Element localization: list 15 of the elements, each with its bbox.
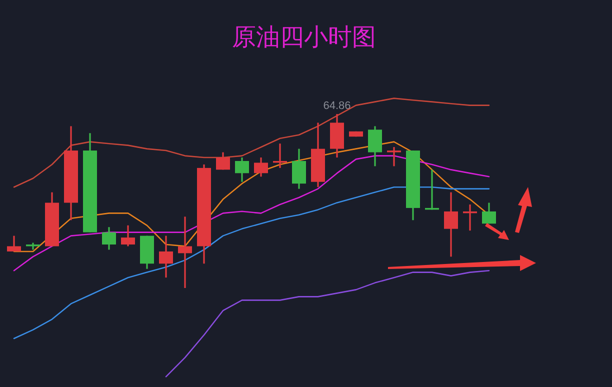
chart-title: 原油四小时图	[232, 23, 376, 51]
candlestick	[444, 192, 458, 258]
candlestick	[102, 226, 116, 251]
candlestick	[235, 156, 249, 183]
candlestick	[482, 202, 496, 224]
annotation: 64.86	[323, 100, 351, 112]
candlestick	[178, 216, 192, 289]
candlestick	[387, 146, 401, 167]
candlestick	[292, 148, 306, 190]
candlestick	[216, 151, 230, 170]
candlestick	[7, 235, 21, 252]
candlestick	[368, 125, 382, 167]
candlestick	[121, 224, 135, 248]
candlestick	[159, 235, 173, 278]
candlestick	[254, 156, 268, 178]
